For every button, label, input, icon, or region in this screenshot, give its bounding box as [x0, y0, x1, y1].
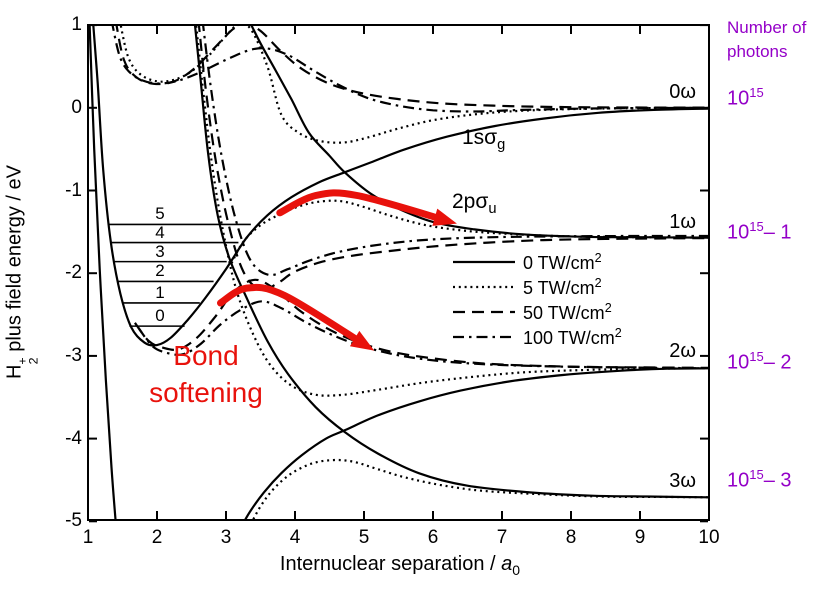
y-axis-label-symbol: H: [3, 364, 26, 380]
legend-row-0tw: 0 TW/cm2: [452, 250, 622, 275]
curve-52tw: [195, 25, 708, 397]
photon-count-label-0: 1015: [727, 85, 764, 110]
legend-dashed-line-sample: [452, 304, 516, 322]
curve-02tw: [89, 25, 117, 520]
y-tick-label--4: -4: [65, 427, 82, 449]
y-tick-label--5: -5: [65, 510, 82, 532]
curve-02tw: [92, 25, 708, 347]
curve-502tw: [134, 278, 708, 369]
curve-1002tw: [137, 300, 708, 370]
y-axis-label: H +2 plus field energy / eV: [3, 165, 40, 379]
bond-softening-line1: Bond: [173, 340, 239, 371]
asymptote-label-3ω: 3ω: [669, 470, 696, 493]
photon-count-label-3: 1015– 3: [727, 467, 792, 492]
legend-dotted-line-sample: [452, 279, 516, 297]
curve-52tw: [119, 25, 708, 144]
curve-502tw: [197, 25, 708, 292]
x-axis-label-subscript: 0: [512, 562, 521, 578]
number-of-photons-header: Number of photons: [727, 16, 806, 64]
bond-softening-arrow: [217, 283, 375, 351]
bond-softening-line2: softening: [149, 377, 263, 408]
x-tick-label-6: 6: [427, 527, 439, 548]
legend-dashdot-line-sample: [452, 329, 516, 347]
y-tick-label--1: -1: [65, 179, 82, 201]
curve-02tw: [243, 367, 708, 520]
x-tick-label-4: 4: [289, 527, 301, 548]
x-tick-label-10: 10: [698, 527, 720, 548]
state-label-1sσg: 1sσg: [462, 126, 506, 154]
curve-52tw: [230, 199, 708, 264]
tick-marks: [87, 24, 710, 523]
x-tick-label-3: 3: [220, 527, 232, 548]
legend-label-0: 0 TW/cm2: [523, 251, 602, 273]
asymptote-label-0ω: 0ω: [669, 80, 696, 103]
y-tick-label--2: -2: [65, 262, 82, 284]
photon-count-label-2: 1015– 2: [727, 349, 792, 374]
curve-02tw: [250, 25, 708, 239]
legend-row-100tw: 100 TW/cm2: [452, 325, 622, 350]
photons-header-line2: photons: [727, 42, 788, 61]
legend-row-5tw: 5 TW/cm2: [452, 275, 622, 300]
curve-1002tw: [201, 25, 708, 277]
state-label-2pσu: 2pσu: [452, 190, 497, 218]
asymptote-label-1ω: 1ω: [669, 210, 696, 233]
bond-softening-annotation: Bond softening: [100, 337, 312, 411]
x-tick-label-1: 1: [82, 527, 94, 548]
y-tick-label-0: 0: [71, 96, 82, 118]
x-axis-label: Internuclear separation / a0: [160, 553, 640, 578]
x-tick-label-8: 8: [565, 527, 577, 548]
x-tick-label-9: 9: [634, 527, 646, 548]
y-axis-label-text: plus field energy / eV: [3, 164, 26, 358]
curves-group: [89, 25, 708, 520]
legend-label-1: 5 TW/cm2: [523, 276, 602, 298]
vibrational-level-label-4: 4: [155, 222, 165, 242]
curve-02tw: [193, 25, 708, 499]
y-tick-label--3: -3: [65, 344, 82, 366]
photon-count-label-1: 1015– 1: [727, 219, 792, 244]
legend-label-2: 50 TW/cm2: [523, 301, 612, 323]
legend-label-3: 100 TW/cm2: [523, 326, 622, 348]
asymptote-label-2ω: 2ω: [669, 340, 696, 363]
vibrational-level-label-3: 3: [155, 241, 165, 261]
curve-1002tw: [111, 25, 708, 113]
vibrational-level-label-5: 5: [155, 204, 165, 224]
dissociation-arrow-1-photon: [276, 189, 457, 226]
axes-box: [87, 24, 710, 521]
legend: 0 TW/cm2 5 TW/cm2 50 TW/cm2 100 TW/cm2: [452, 250, 622, 350]
x-axis-label-text: Internuclear separation /: [279, 553, 502, 575]
vibrational-level-label-1: 1: [155, 282, 165, 302]
x-tick-label-2: 2: [151, 527, 163, 548]
vibrational-level-label-0: 0: [155, 306, 165, 326]
x-tick-label-7: 7: [496, 527, 508, 548]
legend-solid-line-sample: [452, 254, 516, 272]
curve-502tw: [115, 25, 708, 109]
y-tick-label-1: 1: [71, 14, 82, 36]
photons-header-line1: Number of: [727, 18, 807, 37]
x-axis-label-symbol: a: [501, 553, 513, 575]
vibrational-level-label-2: 2: [155, 261, 165, 281]
x-tick-label-5: 5: [358, 527, 370, 548]
legend-row-50tw: 50 TW/cm2: [452, 300, 622, 325]
